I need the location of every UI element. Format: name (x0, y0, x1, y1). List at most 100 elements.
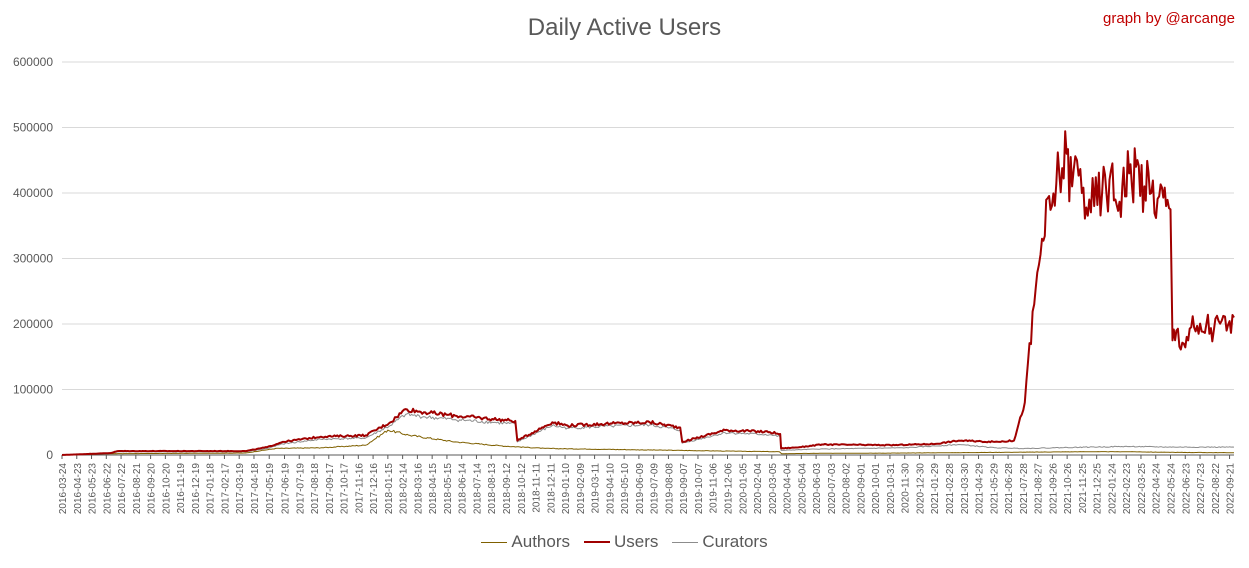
series-line-curators (61, 412, 1235, 456)
series-lines (61, 130, 1235, 456)
x-tick-label: 2018-02-14 (399, 463, 410, 515)
x-tick-label: 2019-12-06 (723, 463, 734, 515)
x-tick-label: 2020-12-30 (915, 463, 926, 515)
x-tick-label: 2022-09-21 (1226, 463, 1237, 515)
x-tick-label: 2016-09-20 (147, 463, 158, 515)
x-tick-label: 2019-09-07 (679, 463, 690, 515)
x-tick-label: 2022-05-24 (1167, 463, 1178, 515)
x-tick-label: 2020-02-04 (753, 463, 764, 515)
x-tick-label: 2021-11-25 (1078, 463, 1089, 514)
x-tick-label: 2021-05-29 (989, 463, 1000, 515)
x-tick-label: 2021-01-29 (930, 463, 941, 515)
x-tick-label: 2020-06-03 (812, 463, 823, 515)
x-tick-label: 2022-02-23 (1122, 463, 1133, 515)
x-tick-label: 2016-11-19 (176, 463, 187, 514)
x-tick-label: 2022-06-23 (1181, 463, 1192, 515)
x-tick-label: 2017-12-16 (369, 463, 380, 515)
x-tick-label: 2021-06-28 (1004, 463, 1015, 515)
x-tick-label: 2016-05-23 (88, 463, 99, 515)
x-tick-label: 2021-09-26 (1048, 463, 1059, 515)
legend-label-users: Users (614, 532, 659, 551)
legend-item-users: Users (584, 532, 658, 552)
y-axis-ticks: 0 100000 200000 300000 400000 500000 600000 (13, 55, 53, 462)
x-tick-label: 2017-03-19 (235, 463, 246, 515)
x-tick-label: 2019-05-10 (620, 463, 631, 515)
y-tick-label: 400000 (13, 186, 53, 200)
x-tick-label: 2021-08-27 (1034, 463, 1045, 515)
x-tick-label: 2019-02-09 (576, 463, 587, 515)
x-tick-label: 2018-09-12 (502, 463, 513, 515)
x-tick-label: 2021-07-28 (1019, 463, 1030, 515)
x-tick-label: 2017-11-16 (354, 463, 365, 514)
x-tick-label: 2018-06-14 (458, 463, 469, 515)
x-tick-label: 2016-06-22 (102, 463, 113, 515)
x-tick-label: 2021-10-26 (1063, 463, 1074, 515)
grid-lines (62, 61, 1234, 390)
x-tick-label: 2020-07-03 (827, 463, 838, 515)
chart-title: Daily Active Users (527, 14, 722, 41)
x-tick-label: 2017-01-18 (206, 463, 217, 515)
x-tick-label: 2016-10-20 (161, 463, 172, 515)
x-tick-label: 2017-08-18 (310, 463, 321, 515)
x-tick-label: 2018-08-13 (487, 463, 498, 515)
legend: Authors Users Curators (0, 532, 1249, 552)
legend-swatch-authors (481, 541, 508, 543)
x-tick-label: 2018-07-14 (472, 463, 483, 515)
x-tick-label: 2017-07-19 (295, 463, 306, 515)
x-tick-label: 2016-04-23 (73, 463, 84, 515)
x-tick-label: 2017-02-17 (220, 463, 231, 515)
x-tick-label: 2020-04-04 (783, 463, 794, 515)
y-tick-label: 100000 (13, 383, 53, 397)
x-tick-label: 2019-01-10 (561, 463, 572, 515)
x-tick-label: 2019-06-09 (635, 463, 646, 515)
x-tick-label: 2018-10-12 (517, 463, 528, 515)
x-tick-label: 2018-04-15 (428, 463, 439, 515)
x-tick-label: 2019-03-11 (591, 463, 602, 514)
y-tick-label: 600000 (13, 55, 53, 69)
legend-item-curators: Curators (672, 532, 768, 552)
x-tick-label: 2022-07-23 (1196, 463, 1207, 515)
x-tick-label: 2019-10-07 (694, 463, 705, 515)
x-tick-label: 2020-08-02 (842, 463, 853, 515)
legend-swatch-curators (672, 541, 699, 543)
x-tick-label: 2017-05-19 (265, 463, 276, 515)
x-tick-label: 2020-09-01 (856, 463, 867, 515)
x-tick-label: 2019-07-09 (650, 463, 661, 515)
legend-item-authors: Authors (481, 532, 570, 552)
x-tick-label: 2017-04-18 (250, 463, 261, 515)
x-tick-label: 2020-11-30 (901, 463, 912, 514)
x-tick-label: 2016-12-19 (191, 463, 202, 515)
x-tick-label: 2017-06-19 (280, 463, 291, 515)
x-tick-label: 2022-08-22 (1211, 463, 1222, 515)
y-tick-label: 200000 (13, 317, 53, 331)
x-tick-label: 2022-01-24 (1107, 463, 1118, 515)
x-tick-label: 2018-05-15 (443, 463, 454, 515)
x-axis-ticks: 2016-03-24 2016-04-23 2016-05-23 2016-06-22… (58, 463, 1237, 515)
y-tick-label: 0 (46, 448, 53, 462)
chart-credit: graph by @arcange (1103, 10, 1235, 27)
series-line-authors (62, 429, 1234, 456)
y-tick-label: 500000 (13, 121, 53, 135)
x-tick-label: 2022-03-25 (1137, 463, 1148, 515)
legend-swatch-users (584, 541, 610, 543)
x-tick-label: 2018-12-11 (546, 463, 557, 514)
x-tick-label: 2017-10-17 (340, 463, 351, 515)
x-tick-label: 2018-03-16 (413, 463, 424, 515)
x-axis (61, 454, 1234, 459)
x-tick-label: 2021-04-29 (975, 463, 986, 515)
x-tick-label: 2020-10-31 (886, 463, 897, 515)
x-tick-label: 2019-04-10 (605, 463, 616, 515)
legend-label-curators: Curators (702, 532, 768, 551)
x-tick-label: 2021-12-25 (1093, 463, 1104, 515)
legend-label-authors: Authors (511, 532, 570, 551)
x-tick-label: 2016-03-24 (58, 463, 69, 515)
x-tick-label: 2020-01-05 (738, 463, 749, 515)
x-tick-label: 2020-10-01 (871, 463, 882, 515)
series-line-users (61, 130, 1235, 456)
x-tick-label: 2020-03-05 (768, 463, 779, 515)
x-tick-label: 2016-08-21 (132, 463, 143, 515)
x-tick-label: 2021-03-30 (960, 463, 971, 515)
x-tick-label: 2017-09-17 (325, 463, 336, 515)
x-tick-label: 2020-05-04 (797, 463, 808, 515)
